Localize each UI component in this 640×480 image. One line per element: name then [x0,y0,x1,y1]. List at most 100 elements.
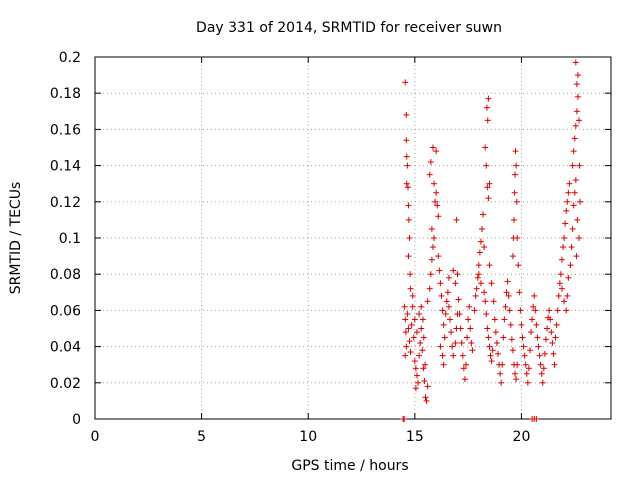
data-point [422,361,429,368]
data-point [526,347,533,354]
data-point [405,253,412,260]
data-point [505,292,512,299]
data-point [563,207,570,214]
data-point [450,352,457,359]
data-point [572,59,579,66]
data-point [411,316,418,323]
data-point [417,339,424,346]
data-point [512,148,519,155]
data-point [423,397,430,404]
data-point [439,307,446,314]
data-point [422,394,429,401]
data-point [434,202,441,209]
x-tick-label: 5 [197,429,206,445]
data-point [576,117,583,124]
data-point [405,216,412,223]
data-point [426,171,433,178]
data-point [520,343,527,350]
data-point [432,198,439,205]
data-point [429,144,436,151]
data-point [487,352,494,359]
data-point [485,95,492,102]
data-point [538,370,545,377]
data-point [468,339,475,346]
data-point [484,184,491,191]
data-point [403,111,410,118]
data-point [490,298,497,305]
data-point [452,280,459,287]
data-point [561,235,568,241]
data-point [401,303,408,310]
data-point [574,93,581,100]
data-point [403,343,410,350]
data-point [551,361,558,368]
data-point [565,189,572,196]
y-tick-label: 0.02 [50,376,81,392]
data-point [492,329,499,336]
data-point [404,162,411,169]
data-point [481,289,488,296]
data-point [409,303,416,310]
y-tick-label: 0.04 [50,340,81,356]
data-point [444,289,451,296]
data-point [402,79,409,86]
data-point [540,365,547,372]
data-point [413,372,420,379]
data-point [574,216,581,223]
data-point [465,316,472,323]
y-tick-label: 0 [72,412,81,428]
data-point [445,303,452,310]
data-point [571,135,578,142]
data-point [419,316,426,323]
data-point [440,361,447,368]
data-point [408,321,415,328]
data-point [426,285,433,292]
data-point [548,329,555,336]
data-point [407,349,414,356]
data-point [484,325,491,332]
data-point [407,285,414,292]
data-point [506,307,513,314]
grid-lines [95,57,611,419]
data-point [571,189,578,196]
y-tick-label: 0.16 [50,122,81,138]
data-point [440,321,447,328]
data-point [569,162,576,169]
data-point [486,343,493,350]
x-tick-label: 0 [91,429,100,445]
data-point [533,416,540,422]
data-point [521,352,528,359]
data-point [485,334,492,341]
data-point [573,253,580,260]
data-point [447,316,454,323]
data-point [402,329,409,336]
data-point [459,352,466,359]
data-point [471,307,478,314]
data-point [532,307,539,314]
data-point [437,343,444,350]
data-point [473,285,480,292]
data-point [556,280,563,287]
data-point [508,336,515,343]
data-point [554,307,561,314]
data-point [477,238,484,245]
data-point [569,225,576,232]
data-point [405,202,412,209]
data-point [405,184,412,191]
data-point [564,292,571,299]
data-point [567,262,574,269]
data-points [400,59,584,422]
data-point [402,316,409,323]
data-point [552,334,559,341]
data-point [512,370,519,377]
data-point [539,379,546,386]
data-point [461,376,468,383]
data-point [429,244,436,251]
data-point [411,358,418,365]
data-point [576,235,583,241]
data-point [572,177,579,184]
x-axis-label: GPS time / hours [291,458,408,474]
data-point [568,244,575,251]
y-tick-label: 0.2 [59,50,81,66]
data-point [407,271,414,278]
